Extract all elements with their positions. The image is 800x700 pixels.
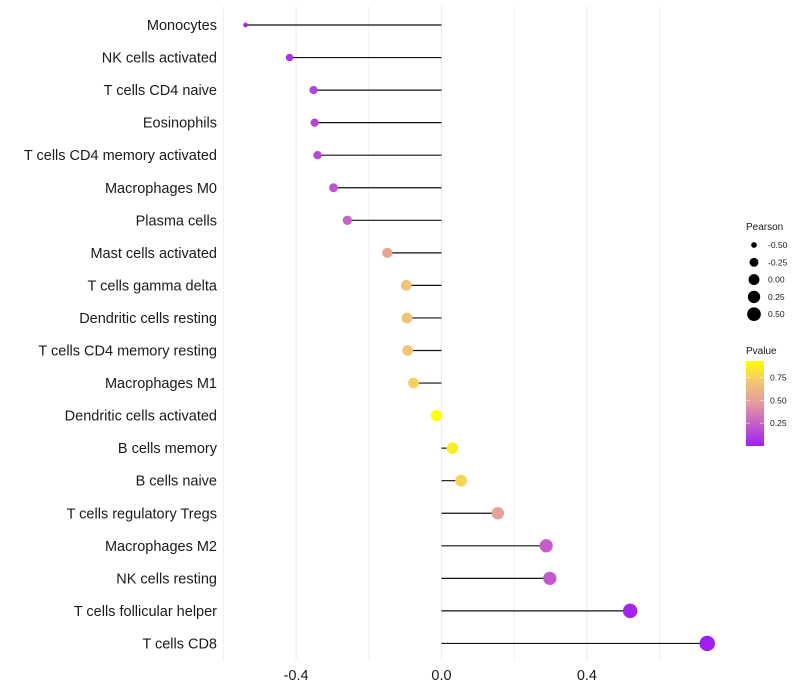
legend-pvalue: Pvalue 0.25 0.50 0.75 [746, 346, 787, 446]
y-axis-label: T cells regulatory Tregs [67, 506, 217, 522]
lollipop-segments [245, 24, 708, 645]
lollipop-point [401, 312, 413, 324]
legend-pearson-title: Pearson [746, 222, 783, 233]
legend-size-key [751, 242, 757, 248]
lollipop-point [402, 345, 414, 356]
lollipop-point [243, 22, 248, 28]
legend-size-label: -0.25 [768, 257, 788, 267]
y-axis-label: Mast cells activated [90, 246, 217, 262]
gridlines [223, 6, 660, 660]
lollipop-point [699, 635, 715, 652]
legend-size-label: -0.50 [768, 240, 788, 250]
legend-size-label: 0.50 [768, 309, 785, 319]
y-axis-label: Macrophages M2 [105, 539, 217, 555]
lollipop-point [430, 409, 443, 422]
y-axis-label: T cells CD4 memory resting [38, 344, 217, 360]
y-axis-label: T cells follicular helper [74, 604, 217, 620]
lollipop-point [491, 507, 505, 520]
legend-color-label: 0.75 [770, 372, 787, 382]
legend-color-label: 0.50 [770, 395, 787, 405]
legend-pearson: Pearson -0.50 -0.25 0.00 0.25 0.50 [746, 222, 788, 322]
legend-size-key [747, 290, 761, 304]
y-axis-label: Macrophages M1 [105, 376, 217, 392]
lollipop-point [309, 85, 318, 95]
lollipop-point [446, 442, 459, 454]
y-axis-labels: Monocytes NK cells activated T cells CD4 n… [24, 18, 218, 652]
legend-size-label: 0.25 [768, 292, 785, 302]
lollipop-point [408, 377, 419, 389]
pvalue-colorbar [746, 361, 764, 446]
lollipop-point [622, 603, 638, 619]
lollipop-point [455, 474, 468, 487]
legend-size-key [749, 257, 759, 267]
lollipop-points [243, 22, 715, 652]
y-axis-label: Monocytes [147, 18, 217, 34]
x-tick-label: 0.0 [431, 668, 451, 684]
y-axis-label: Macrophages M0 [105, 181, 217, 197]
lollipop-point [285, 53, 294, 62]
lollipop-point [310, 118, 319, 127]
y-axis-label: T cells gamma delta [88, 278, 218, 294]
lollipop-point [342, 215, 352, 225]
y-axis-label: NK cells resting [116, 571, 217, 587]
y-axis-label: NK cells activated [102, 51, 217, 67]
legend-pvalue-title: Pvalue [746, 346, 777, 357]
x-tick-label: -0.4 [284, 668, 309, 684]
legend-color-label: 0.25 [770, 418, 787, 428]
lollipop-point [543, 571, 557, 585]
lollipop-point [400, 280, 412, 291]
y-axis-label: Dendritic cells resting [79, 311, 217, 327]
x-tick-label: 0.4 [577, 668, 597, 684]
legend-size-key [747, 307, 761, 322]
lollipop-point [382, 247, 393, 258]
x-axis-tick-labels: -0.4 0.0 0.4 [284, 668, 597, 684]
legend-size-label: 0.00 [768, 275, 785, 285]
y-axis-label: B cells memory [118, 441, 218, 457]
y-axis-label: Eosinophils [143, 116, 217, 132]
lollipop-point [539, 539, 553, 553]
lollipop-point [329, 183, 338, 193]
legend-size-key [748, 274, 760, 286]
y-axis-label: Plasma cells [136, 213, 217, 229]
y-axis-label: B cells naive [136, 474, 217, 490]
lollipop-point [313, 150, 322, 160]
y-axis-label: T cells CD8 [142, 636, 217, 652]
y-axis-label: T cells CD4 memory activated [24, 148, 217, 164]
y-axis-label: T cells CD4 naive [104, 83, 217, 99]
y-axis-label: Dendritic cells activated [65, 409, 217, 425]
